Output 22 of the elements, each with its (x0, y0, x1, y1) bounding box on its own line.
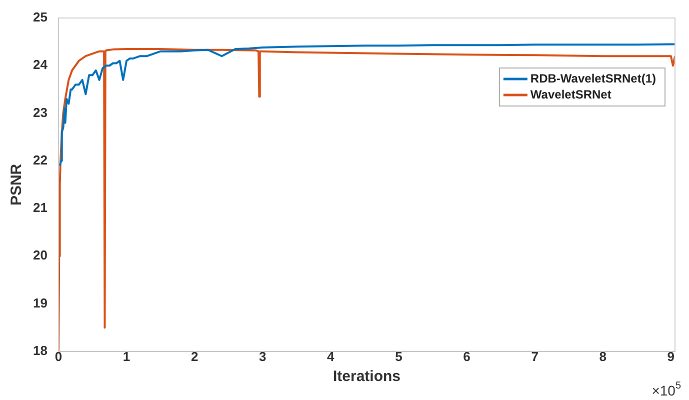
y-tick-label: 21 (32, 200, 48, 216)
legend-label: WaveletSRNet (530, 87, 612, 102)
y-tick-label: 22 (32, 152, 48, 168)
legend-label: RDB-WaveletSRNet(1) (530, 71, 656, 86)
x-tick-label: 8 (599, 348, 606, 364)
x-tick-label: 4 (327, 348, 336, 364)
y-tick-label: 24 (32, 57, 48, 72)
y-tick-label: 18 (32, 342, 48, 358)
x-tick-label: 5 (395, 348, 402, 364)
y-tick-label: 20 (32, 248, 48, 263)
x-tick-label: 2 (190, 348, 198, 364)
y-tick-label: 25 (32, 10, 48, 25)
x-tick-label: 7 (531, 348, 538, 364)
x-axis-title: Iterations (332, 368, 400, 386)
x-tick-label: 9 (667, 348, 675, 364)
x-tick-label: 3 (258, 348, 266, 364)
x-tick-label: 1 (122, 348, 130, 364)
x-tick-label: 0 (54, 348, 62, 364)
x-tick-label: 6 (463, 348, 470, 364)
y-tick-label: 19 (32, 295, 48, 310)
y-tick-label: 23 (32, 104, 48, 120)
y-axis-title: PSNR (8, 164, 26, 206)
